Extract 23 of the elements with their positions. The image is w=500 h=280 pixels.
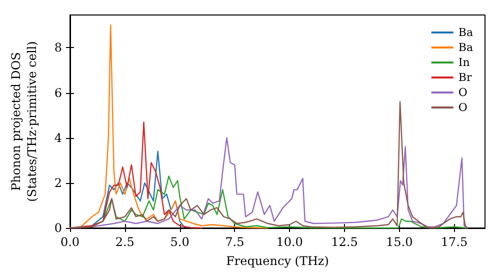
y-tick-label: 8 (54, 40, 62, 55)
legend-label: In (458, 56, 470, 69)
x-tick-label: 2.5 (115, 235, 134, 249)
x-tick-label: 0.0 (60, 235, 80, 249)
y-tick-label: 0 (54, 221, 62, 235)
x-tick-label: 17.5 (440, 235, 468, 249)
y-axis-title: Phonon projected DOS (States/THz·primitive cell) (9, 41, 39, 202)
x-tick-label: 15.0 (386, 235, 413, 249)
line-series (69, 101, 468, 229)
x-tick-label: 7.5 (225, 235, 244, 249)
x-axis-title: Frequency (THz) (226, 254, 329, 268)
y-tick-label: 4 (54, 130, 62, 145)
legend-label: O (458, 101, 468, 114)
x-tick-label: 12.5 (331, 235, 358, 249)
line-series (69, 121, 202, 229)
legend-label: Ba (458, 41, 474, 54)
legend-label: Ba (458, 26, 474, 39)
x-tick-label: 10.0 (276, 235, 303, 249)
y-tick-label: 2 (54, 176, 62, 190)
x-tick-label: 5.0 (170, 235, 190, 249)
y-tick-label: 6 (54, 86, 62, 100)
legend-label: Br (458, 71, 472, 84)
legend-label: O (458, 86, 468, 99)
